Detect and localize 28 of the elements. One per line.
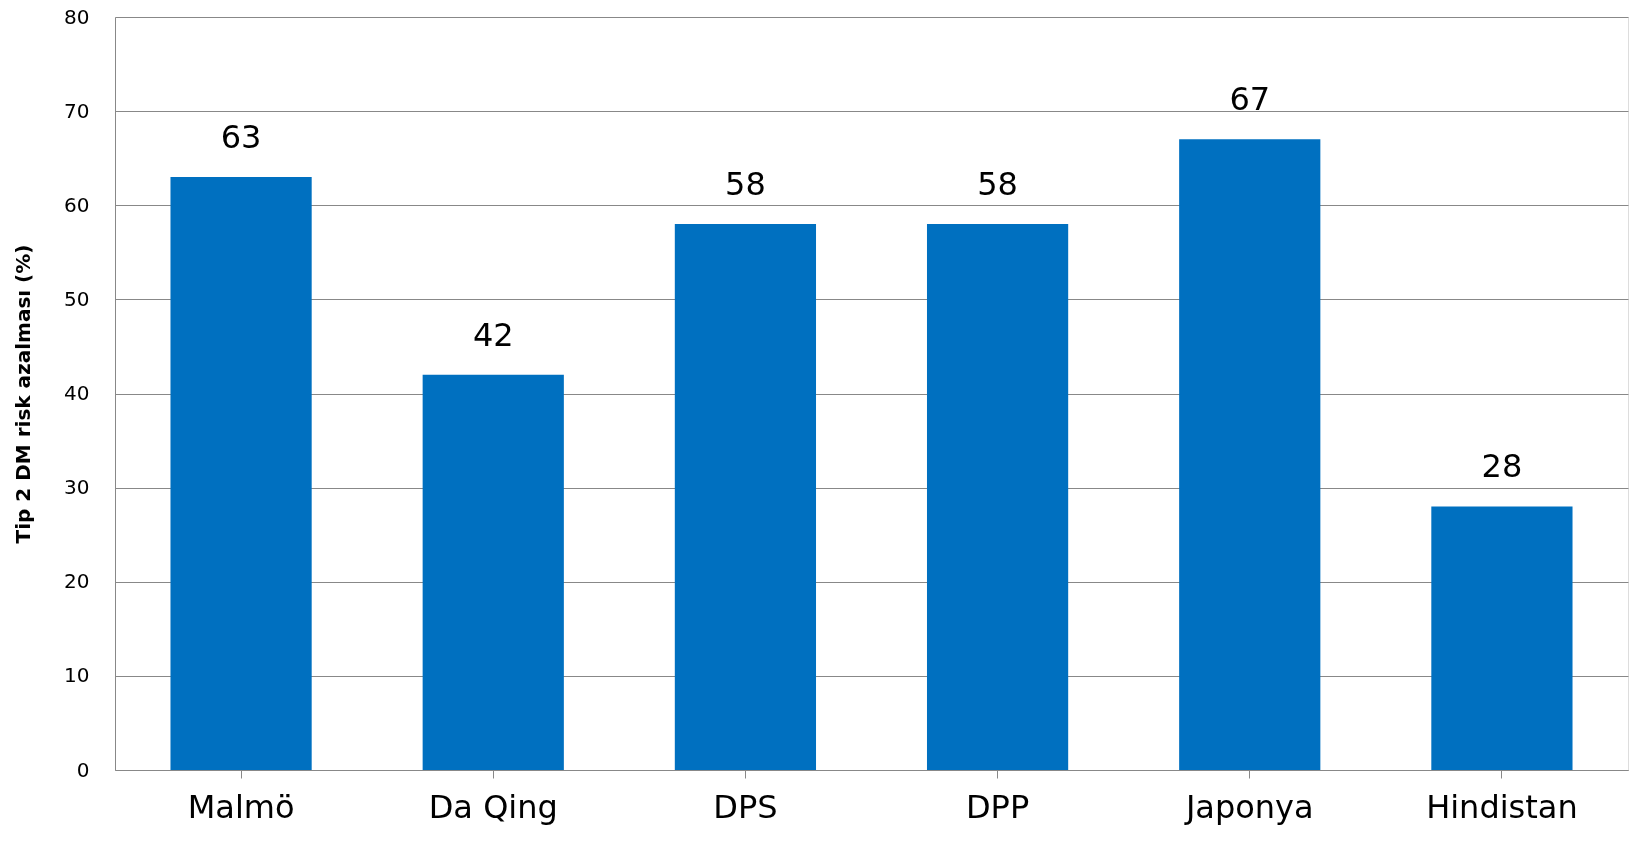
y-axis-title: Tip 2 DM risk azalması (%) [10,244,35,544]
y-tick-label: 60 [64,192,90,217]
x-tick-label: Malmö [187,787,295,826]
x-tick-label: DPS [713,787,778,826]
x-tick-label: Hindistan [1426,787,1578,826]
bar [422,374,564,770]
x-tick-label: DPP [965,787,1030,826]
y-tick-label: 20 [64,569,90,594]
y-tick-label: 0 [76,757,90,782]
bar [1179,139,1321,770]
y-tick-label: 80 [64,4,90,29]
data-label: 63 [220,118,262,157]
bar [1431,506,1573,770]
data-label: 42 [472,315,514,354]
y-tick-label: 10 [64,663,90,688]
data-label: 28 [1481,447,1523,486]
y-tick-label: 30 [64,475,90,500]
data-label: 58 [977,165,1018,204]
data-label: 58 [725,165,766,204]
bar [926,224,1069,770]
x-tick-label: Da Qing [428,787,558,826]
bar [170,177,312,770]
y-tick-label: 70 [64,98,90,123]
y-tick-label: 40 [64,381,90,405]
x-tick-label: Japonya [1183,787,1314,826]
y-tick-label: 50 [64,286,90,311]
bar [674,224,817,770]
data-label: 67 [1229,80,1271,119]
